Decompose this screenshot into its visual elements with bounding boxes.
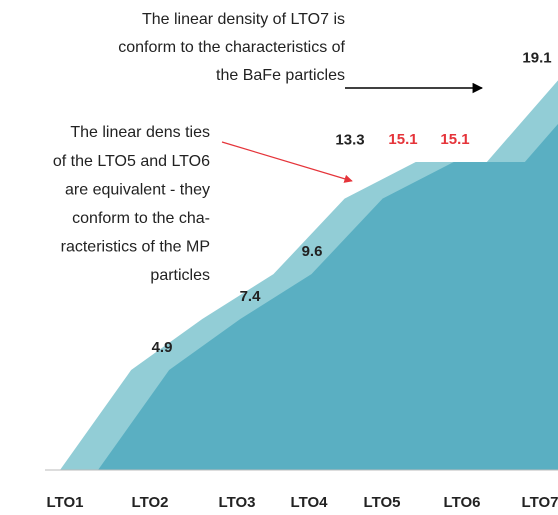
- value-label: 19.1: [522, 49, 551, 66]
- x-tick-label: LTO6: [444, 494, 481, 511]
- value-label: 7.4: [240, 288, 262, 305]
- annotation: conform to the cha-: [72, 210, 210, 227]
- value-label: 15.1: [388, 131, 417, 148]
- value-label: 13.3: [335, 132, 364, 149]
- value-label: 9.6: [302, 243, 323, 260]
- annotation: of the LTO5 and LTO6: [53, 153, 210, 170]
- x-tick-label: LTO5: [364, 494, 401, 511]
- area: [98, 123, 558, 470]
- x-tick-label: LTO7: [522, 494, 558, 511]
- x-tick-label: LTO2: [132, 494, 169, 511]
- annotation: racteristics of the MP: [61, 239, 210, 256]
- annotation: conform to the characteristics of: [118, 39, 345, 56]
- value-label: 15.1: [440, 131, 469, 148]
- annotation: The linear density of LTO7 is: [142, 11, 345, 28]
- annotation: the BaFe particles: [216, 67, 345, 84]
- x-tick-label: LTO3: [219, 494, 256, 511]
- value-label: 4.9: [152, 339, 173, 356]
- annotation: particles: [150, 267, 210, 284]
- x-tick-label: LTO4: [291, 494, 329, 511]
- annotation: are equivalent - they: [65, 181, 210, 198]
- plot: [60, 80, 558, 471]
- arrow: [221, 141, 353, 183]
- annotation: The linear dens ties: [70, 124, 210, 141]
- x-tick-label: LTO1: [47, 494, 84, 511]
